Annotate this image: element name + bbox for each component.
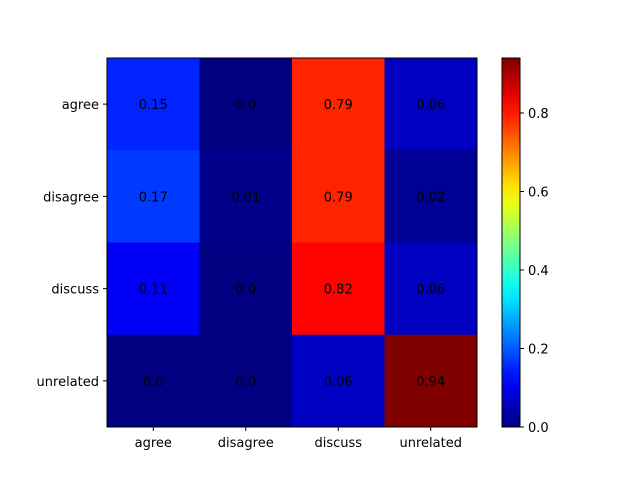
cell-value-label: 0.0 [235,375,256,390]
cell-value-label: 0.94 [416,375,445,390]
heatmap-cell [199,58,293,151]
cell-value-label: 0.02 [416,190,445,205]
cell-value-label: 0.17 [139,190,168,205]
plot-frame [106,57,478,428]
y-tick-label: disagree [43,190,99,205]
x-tick-label: discuss [314,436,362,451]
heatmap-cell [384,334,478,428]
colorbar [501,57,521,428]
cell-value-label: 0.06 [416,98,445,113]
cell-value-label: 0.15 [139,98,168,113]
heatmap-cell [292,242,385,336]
heatmap-cell [107,150,200,243]
colorbar-tick-label: 0.8 [528,107,549,122]
heatmap-cell [199,334,293,428]
cell-value-label: 0.06 [416,283,445,298]
heatmap-cell [384,242,478,336]
cell-value-label: 0.0 [235,283,256,298]
cell-value-label: 0.79 [324,190,353,205]
colorbar-tick-label: 0.6 [528,185,549,200]
x-tick-label: agree [135,436,172,451]
y-tick-label: unrelated [37,375,99,390]
heatmap-cell-labels: 0.15 0.0 0.79 0.06 0.17 0.01 0.79 0.02 0.11 0.0 0.… [139,98,445,390]
cell-value-label: 0.79 [324,98,353,113]
x-tick-label: unrelated [400,436,462,451]
heatmap-cell [384,150,478,243]
y-tick-label: agree [62,98,99,113]
heatmap-cell [199,242,293,336]
heatmap-cell [199,150,293,243]
cell-value-label: 0.11 [139,283,168,298]
colorbar-axis: 0.0 0.2 0.4 0.6 0.8 [520,107,549,436]
colorbar-tick-label: 0.2 [528,342,549,357]
heatmap-cell [107,334,200,428]
cell-value-label: 0.82 [324,283,353,298]
cell-value-label: 0.01 [231,190,260,205]
heatmap-cell [292,334,385,428]
heatmap-cell [107,58,200,151]
heatmap-cell [292,58,385,151]
cell-value-label: 0.0 [143,375,164,390]
x-tick-label: disagree [218,436,274,451]
heatmap-cell [292,150,385,243]
x-axis: agree disagree discuss unrelated [135,427,462,451]
heatmap-cell [384,58,478,151]
cell-value-label: 0.0 [235,98,256,113]
y-tick-label: discuss [51,283,99,298]
cell-value-label: 0.06 [324,375,353,390]
heatmap-cell [107,242,200,336]
colorbar-tick-label: 0.4 [528,264,549,279]
y-axis: agree disagree discuss unrelated [37,98,107,390]
colorbar-tick-label: 0.0 [528,421,549,436]
heatmap-cells [107,58,478,428]
